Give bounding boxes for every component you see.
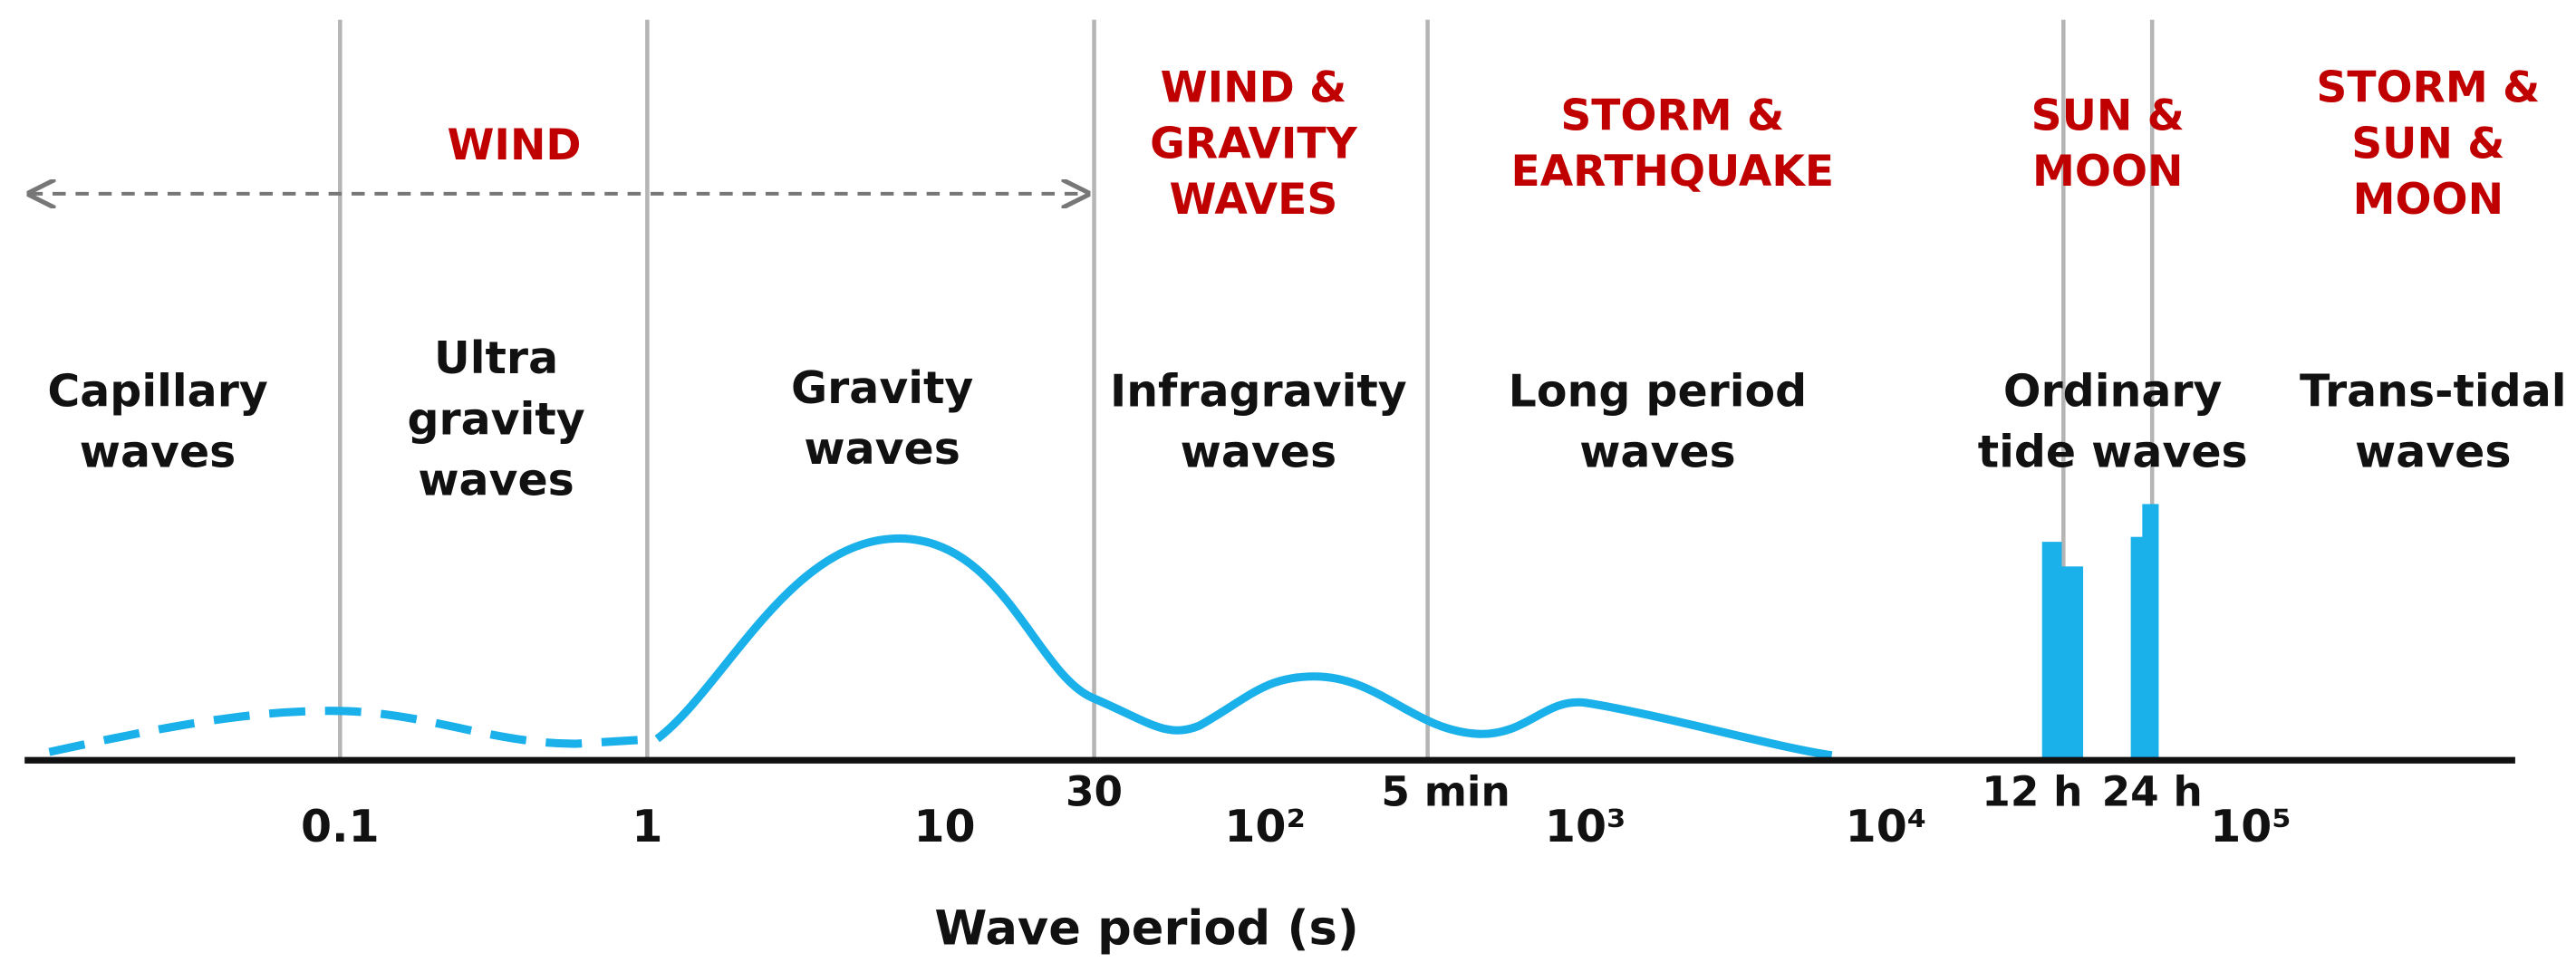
forcing-label: STORM & [1560,91,1784,141]
forcing-label: MOON [2353,175,2504,225]
tide-bar [2130,536,2145,761]
tide-bars [2041,504,2159,761]
wave-type-label: Infragravity [1110,366,1407,418]
period-marker: 24 h [2102,768,2203,816]
dividers [338,19,2155,759]
x-tick-label: 10⁴ [1846,801,1927,852]
wave-type-label: waves [1181,427,1336,478]
labels: WIND WIND & GRAVITY WAVES STORM & EARTHQUAKE S… [47,63,2566,957]
wave-type-label: Long period [1509,366,1808,418]
wave-type-label: Gravity [791,362,973,414]
forcing-label: SUN & [2031,91,2185,141]
wave-type-label: waves [1579,427,1735,478]
forcing-label: WIND [447,120,581,170]
forcing-label: GRAVITY [1150,119,1357,168]
capillary-curve [48,707,658,756]
period-marker: 30 [1066,768,1123,816]
wave-type-label: gravity [407,393,584,445]
period-marker: 5 min [1381,768,1510,816]
wave-type-label: waves [80,427,236,478]
tide-bar [2142,504,2159,761]
period-marker: 12 h [1982,768,2082,816]
wave-type-label: waves [804,423,960,475]
tide-bar [2041,542,2062,761]
x-axis-title: Wave period (s) [934,900,1358,956]
x-tick-label: 10² [1224,801,1306,852]
forcing-label: EARTHQUAKE [1511,147,1835,197]
x-tick-label: 10³ [1545,801,1626,852]
x-tick-label: 0.1 [301,801,380,852]
spectrum-curve [654,534,1833,760]
forcing-label: WIND & [1161,63,1347,113]
wave-type-label: Trans-tidal [2300,366,2566,418]
x-tick-label: 10⁵ [2210,801,2291,852]
x-tick-label: 10 [913,801,975,852]
tide-bar [2061,566,2084,761]
wave-type-label: waves [418,454,574,505]
wave-type-label: Ordinary [2003,366,2223,418]
forcing-label: STORM & [2316,63,2540,113]
forcing-label: MOON [2032,147,2183,197]
forcing-label: WAVES [1170,175,1338,225]
forcing-label: SUN & [2351,119,2504,168]
x-tick-label: 1 [632,801,662,852]
wave-type-label: waves [2355,427,2511,478]
wave-type-label: Capillary [47,366,267,418]
wave-type-label: tide waves [1978,427,2248,478]
wave-type-label: Ultra [434,332,558,384]
